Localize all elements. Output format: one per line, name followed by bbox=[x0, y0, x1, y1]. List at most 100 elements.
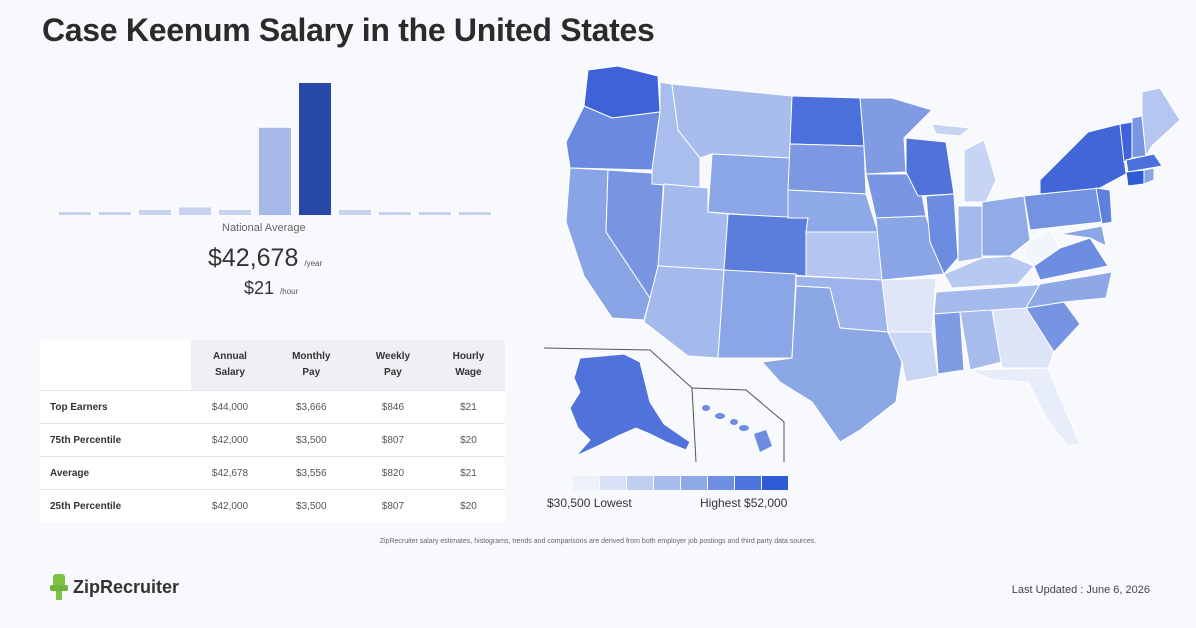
legend-swatch bbox=[735, 476, 761, 490]
last-updated: Last Updated : June 6, 2026 bbox=[1011, 584, 1150, 596]
cell: $42,678 bbox=[191, 456, 269, 490]
state-maine[interactable] bbox=[1141, 87, 1180, 158]
salary-histogram bbox=[59, 83, 491, 215]
state-connecticut[interactable] bbox=[1125, 169, 1145, 187]
table-header-annual: Annual Salary bbox=[191, 340, 269, 391]
state-north-carolina[interactable] bbox=[1025, 271, 1113, 309]
state-mississippi[interactable] bbox=[933, 311, 965, 375]
cell: $20 bbox=[431, 423, 505, 457]
histogram-bar bbox=[419, 212, 451, 215]
salary-table: Annual Salary Monthly Pay Weekly Pay Hourly… bbox=[40, 340, 505, 522]
state-hawaii[interactable] bbox=[702, 405, 772, 452]
table-row: 25th Percentile $42,000 $3,500 $807 $20 bbox=[40, 489, 505, 522]
row-label: Average bbox=[40, 456, 192, 490]
state-texas[interactable] bbox=[760, 285, 903, 443]
national-average-annual: $42,678/year bbox=[208, 244, 322, 273]
state-kansas[interactable] bbox=[805, 231, 883, 281]
state-wisconsin[interactable] bbox=[905, 137, 955, 197]
cell: $20 bbox=[431, 489, 505, 522]
page-title: Case Keenum Salary in the United States bbox=[42, 12, 655, 48]
state-arizona[interactable] bbox=[643, 265, 725, 359]
inset-border bbox=[691, 387, 785, 462]
state-new-jersey[interactable] bbox=[1095, 187, 1113, 225]
state-new-york[interactable] bbox=[1039, 123, 1127, 195]
inset-border bbox=[543, 347, 697, 463]
state-washington[interactable] bbox=[583, 65, 661, 119]
state-minnesota[interactable] bbox=[859, 97, 933, 175]
table-header-blank bbox=[40, 340, 192, 391]
cell: $21 bbox=[431, 390, 505, 424]
histogram-bar bbox=[179, 207, 211, 215]
cell: $42,000 bbox=[191, 489, 269, 522]
map-legend bbox=[573, 476, 789, 490]
header-line: Pay bbox=[302, 367, 321, 378]
state-south-dakota[interactable] bbox=[787, 143, 867, 195]
hourly-value: $21 bbox=[244, 278, 275, 298]
legend-low-label: $30,500 Lowest bbox=[547, 496, 632, 510]
cell: $3,556 bbox=[268, 456, 354, 490]
legend-swatch bbox=[681, 476, 707, 490]
hourly-unit: /hour bbox=[280, 287, 299, 296]
legend-swatch bbox=[708, 476, 734, 490]
state-west-virginia[interactable] bbox=[1023, 229, 1061, 267]
row-label: 75th Percentile bbox=[40, 423, 192, 457]
header-line: Monthly bbox=[292, 351, 331, 362]
legend-swatch bbox=[627, 476, 653, 490]
ziprecruiter-logo-icon bbox=[50, 574, 68, 600]
histogram-bar bbox=[379, 212, 411, 215]
cell: $846 bbox=[353, 390, 432, 424]
state-north-dakota[interactable] bbox=[789, 95, 865, 147]
state-alaska[interactable] bbox=[569, 353, 691, 457]
table-header-hourly: Hourly Wage bbox=[431, 340, 505, 391]
state-wyoming[interactable] bbox=[707, 153, 791, 219]
legend-high-label: Highest $52,000 bbox=[700, 496, 788, 510]
state-pennsylvania[interactable] bbox=[1023, 187, 1103, 231]
national-average-hourly: $21/hour bbox=[244, 278, 298, 299]
header-line: Annual bbox=[213, 351, 247, 362]
table-row: 75th Percentile $42,000 $3,500 $807 $20 bbox=[40, 423, 505, 457]
cell: $3,500 bbox=[268, 423, 354, 457]
legend-swatch bbox=[762, 476, 788, 490]
cell: $807 bbox=[353, 423, 432, 457]
state-rhode-island[interactable] bbox=[1143, 167, 1155, 185]
cell: $21 bbox=[431, 456, 505, 490]
row-label: 25th Percentile bbox=[40, 489, 192, 522]
histogram-bar bbox=[59, 212, 91, 215]
histogram-bar bbox=[219, 210, 251, 215]
table-row: Average $42,678 $3,556 $820 $21 bbox=[40, 456, 505, 490]
table-header-weekly: Weekly Pay bbox=[353, 340, 432, 391]
national-average-label: National Average bbox=[222, 222, 306, 234]
legend-swatch bbox=[573, 476, 599, 490]
histogram-bar bbox=[339, 210, 371, 215]
state-arkansas[interactable] bbox=[881, 277, 937, 333]
ziprecruiter-logo[interactable]: ZipRecruiter bbox=[50, 574, 179, 600]
state-louisiana[interactable] bbox=[887, 331, 939, 383]
ziprecruiter-logo-text: ZipRecruiter bbox=[73, 576, 180, 597]
state-massachusetts[interactable] bbox=[1125, 153, 1163, 173]
state-colorado[interactable] bbox=[723, 213, 809, 277]
histogram-bar bbox=[259, 127, 291, 215]
header-line: Salary bbox=[214, 367, 245, 378]
legend-swatch bbox=[654, 476, 680, 490]
histogram-bar bbox=[299, 83, 331, 215]
histogram-bar bbox=[99, 212, 131, 215]
state-georgia[interactable] bbox=[991, 307, 1055, 369]
header-line: Weekly bbox=[375, 351, 411, 362]
state-maryland[interactable] bbox=[1059, 225, 1107, 247]
cell: $807 bbox=[353, 489, 432, 522]
state-new-mexico[interactable] bbox=[717, 269, 797, 359]
row-label: Top Earners bbox=[40, 390, 192, 424]
header-line: Pay bbox=[384, 367, 402, 378]
state-florida[interactable] bbox=[969, 367, 1081, 447]
footnote: ZipRecruiter salary estimates, histogram… bbox=[379, 538, 817, 545]
state-indiana[interactable] bbox=[957, 205, 983, 263]
cell: $820 bbox=[353, 456, 432, 490]
state-michigan[interactable] bbox=[931, 123, 997, 203]
us-salary-map bbox=[543, 65, 1180, 463]
table-header-monthly: Monthly Pay bbox=[268, 340, 354, 391]
state-illinois[interactable] bbox=[925, 193, 959, 275]
histogram-bar bbox=[459, 212, 491, 215]
header-line: Wage bbox=[455, 367, 482, 378]
state-ohio[interactable] bbox=[981, 195, 1031, 257]
table-row: Top Earners $44,000 $3,666 $846 $21 bbox=[40, 390, 505, 424]
